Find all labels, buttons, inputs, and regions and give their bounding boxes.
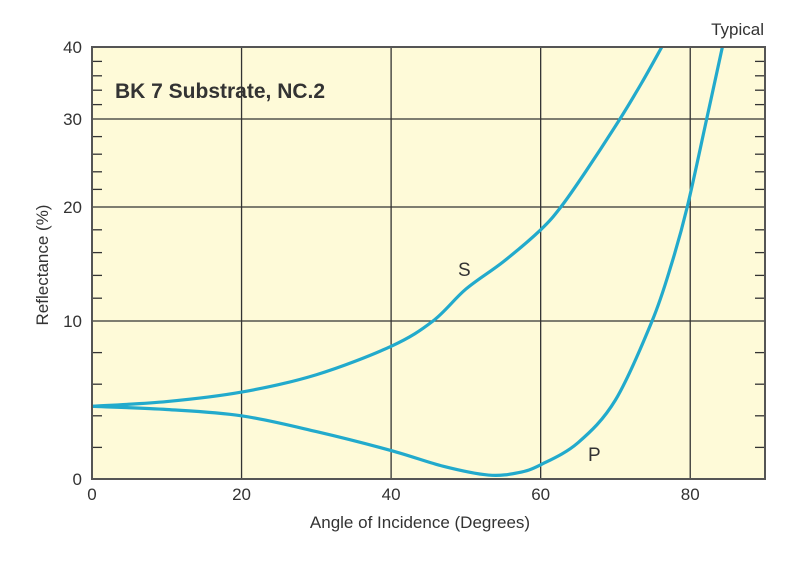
x-axis-label: Angle of Incidence (Degrees) [310,513,530,532]
x-tick-label: 40 [382,485,401,504]
typical-note: Typical [711,20,764,39]
series-label-s: S [458,260,471,281]
x-tick-label: 80 [681,485,700,504]
y-tick-label: 10 [63,312,82,331]
y-tick-label: 40 [63,38,82,57]
series-label-p: P [588,445,601,466]
series-p-line [91,46,724,477]
tick-labels: 0 20 40 60 80 0 10 20 30 40 [63,38,700,504]
y-tick-label: 0 [73,470,82,489]
y-axis-label: Reflectance (%) [33,205,52,326]
chart-title: BK 7 Substrate, NC.2 [115,80,325,103]
y-tick-label: 30 [63,110,82,129]
curves [91,46,724,477]
y-tick-label: 20 [63,198,82,217]
x-tick-label: 20 [232,485,251,504]
plot-frame [91,46,766,480]
x-tick-label: 0 [87,485,96,504]
x-tick-label: 60 [531,485,550,504]
ticks [92,60,765,449]
grid [92,47,765,479]
plot-background [92,47,765,479]
series-s-line [91,46,664,408]
